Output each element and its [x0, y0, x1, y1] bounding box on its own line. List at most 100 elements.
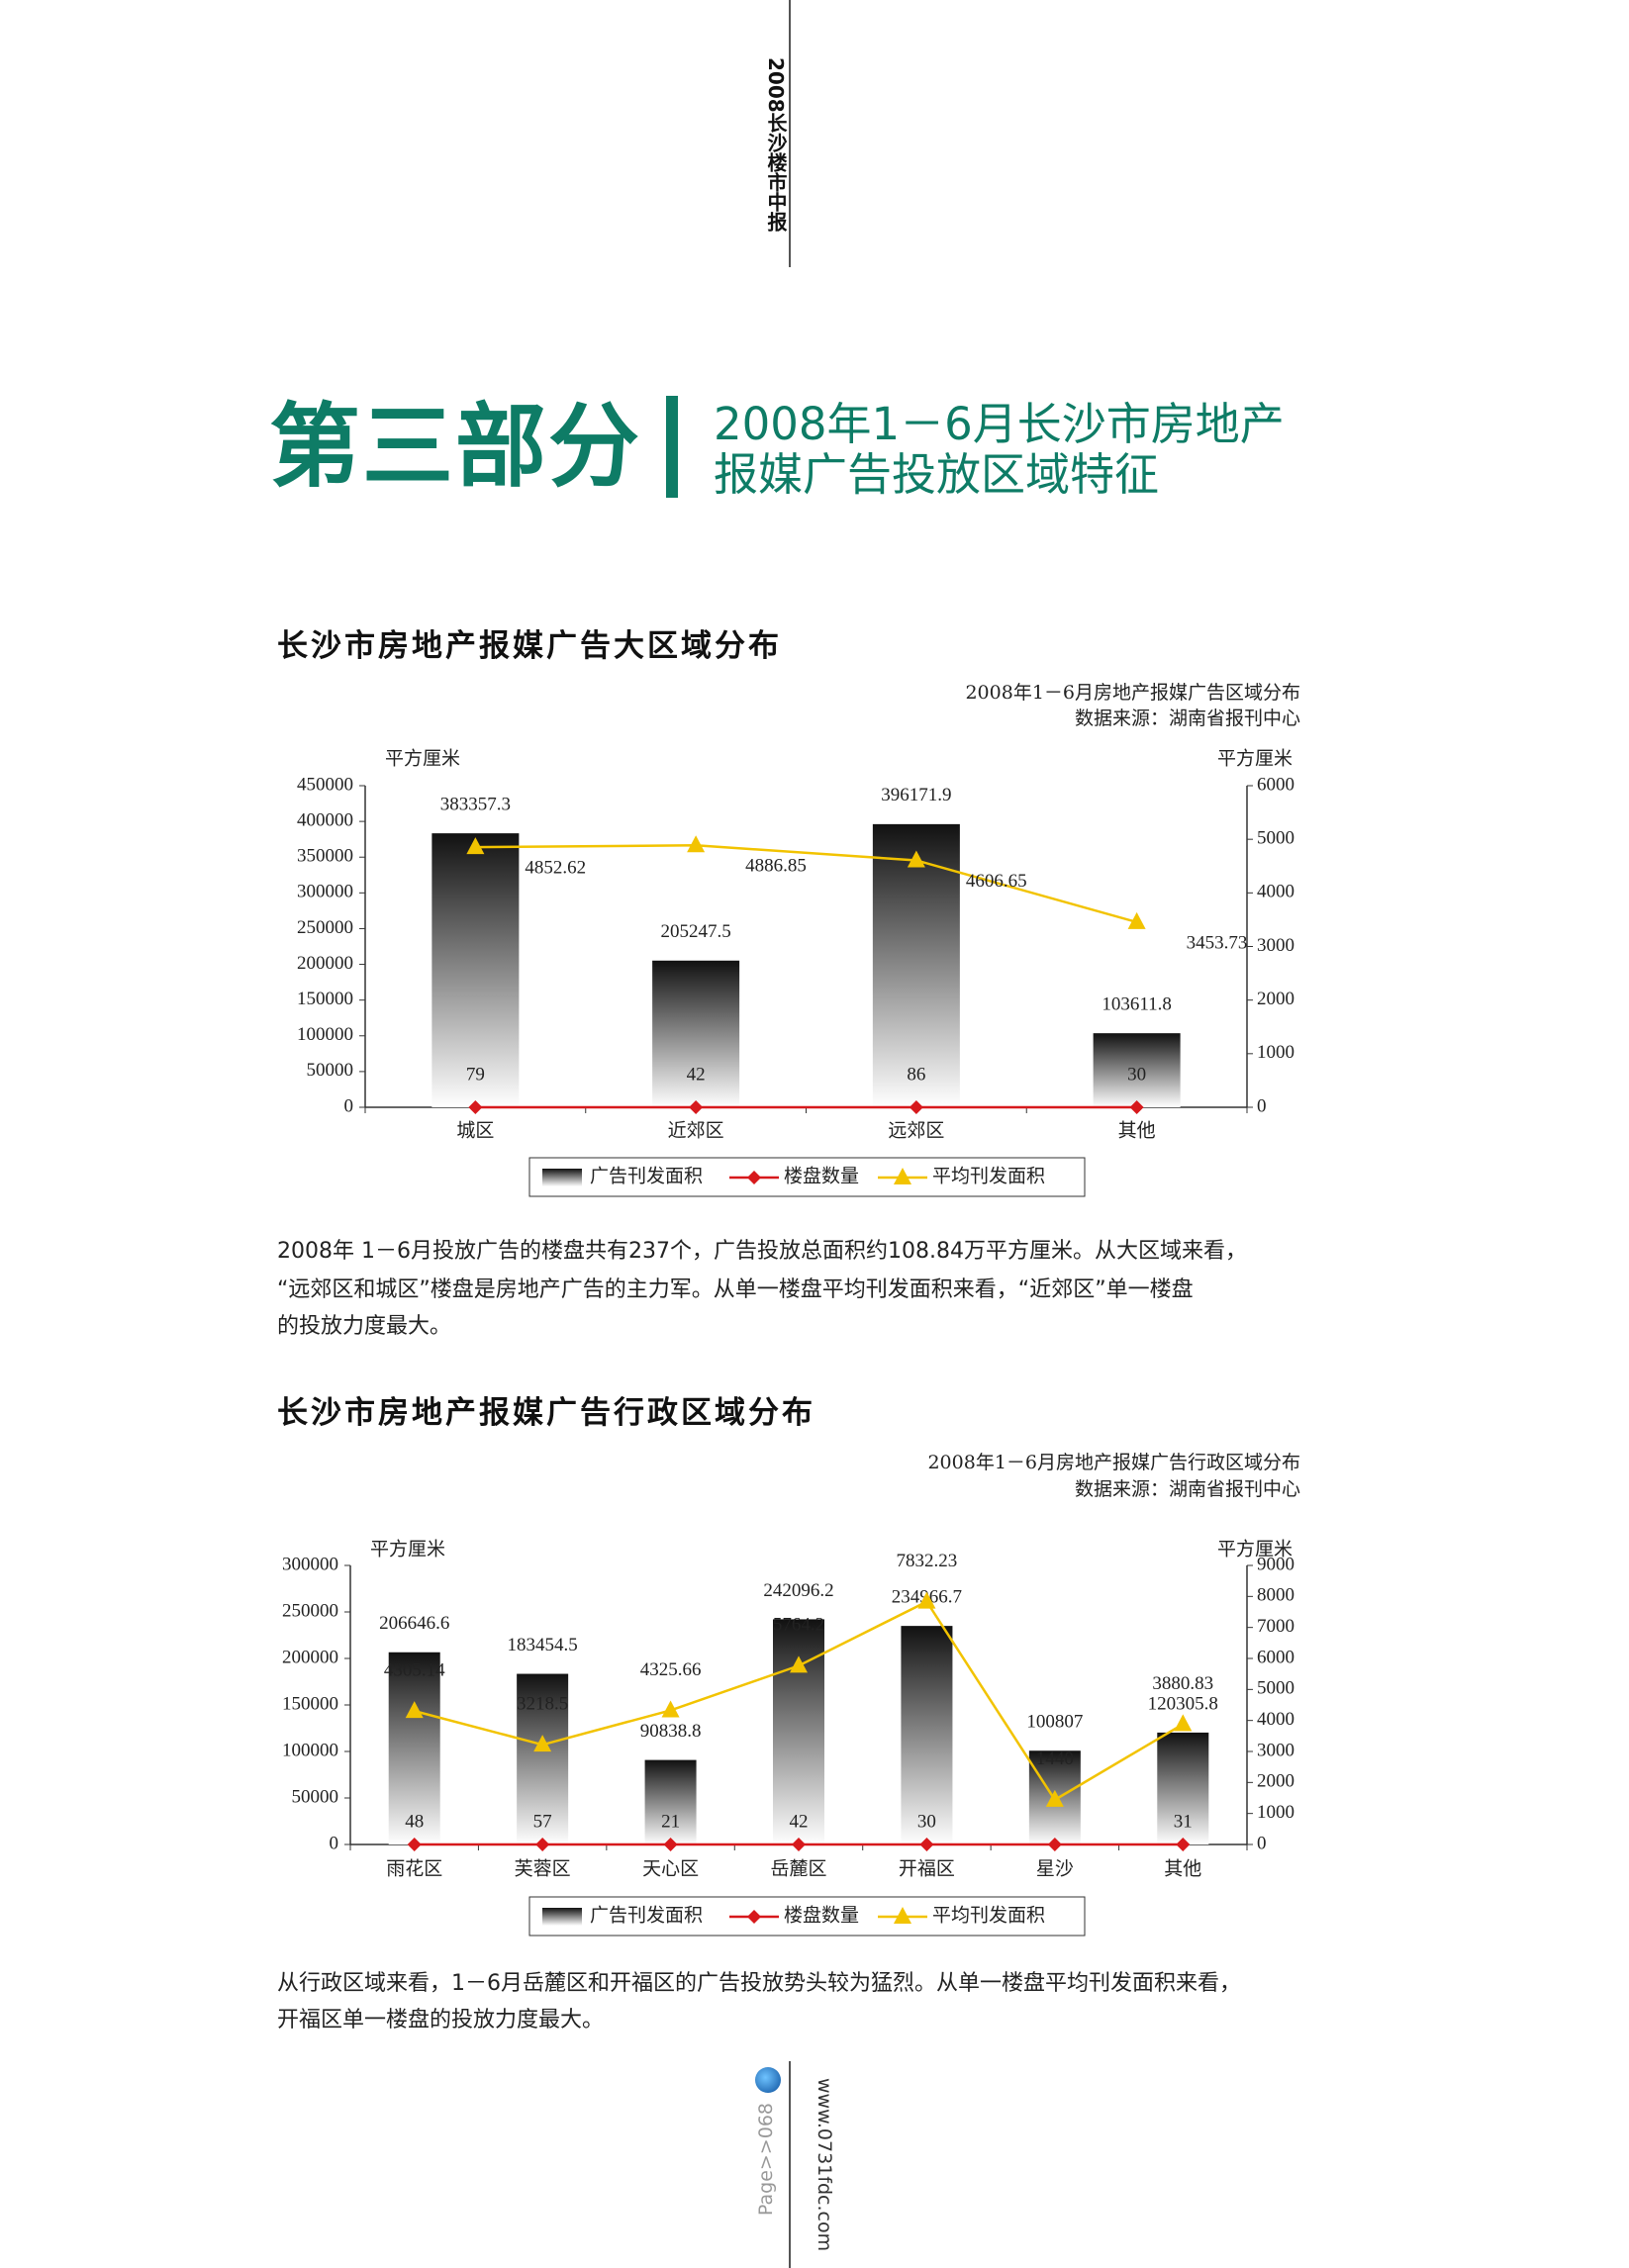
y2-tick-label: 0	[1257, 1095, 1267, 1116]
bar	[644, 1759, 697, 1844]
y-tick-label: 150000	[297, 989, 353, 1009]
series-line	[475, 844, 1137, 924]
y-tick-label: 100000	[282, 1740, 338, 1760]
y2-tick-label: 9000	[1257, 1554, 1294, 1574]
point-marker	[792, 1837, 806, 1851]
point-marker	[689, 1099, 704, 1114]
x-tick-label: 星沙	[1036, 1858, 1074, 1879]
bar-value-label: 183454.5	[508, 1635, 578, 1655]
section-heading: 长沙市房地产报媒广告大区域分布	[277, 628, 782, 664]
point-marker	[466, 837, 485, 855]
point-marker	[1174, 1714, 1193, 1732]
y2-tick-label: 5000	[1257, 828, 1294, 849]
y-axis-label: 平方厘米	[385, 747, 460, 769]
y-tick-label: 50000	[292, 1786, 339, 1807]
y-tick-label: 300000	[282, 1554, 338, 1574]
rule-top	[789, 0, 791, 267]
y-tick-label: 0	[344, 1095, 354, 1116]
legend-label: 广告刊发面积	[590, 1904, 703, 1926]
legend-label: 平均刊发面积	[932, 1165, 1045, 1186]
point-value-label: 31	[1174, 1811, 1193, 1832]
point-marker	[747, 1171, 761, 1184]
bar-value-label: 206646.6	[379, 1613, 449, 1634]
rule-bottom	[789, 2061, 791, 2268]
point-value-label: 21	[661, 1811, 680, 1832]
bar-value-label: 205247.5	[661, 921, 731, 942]
y-tick-label: 200000	[282, 1647, 338, 1667]
point-value-label: 42	[687, 1064, 706, 1085]
bar	[1157, 1732, 1209, 1844]
point-marker	[405, 1701, 424, 1719]
point-value-label: 1440	[1036, 1748, 1074, 1769]
point-marker	[894, 1907, 911, 1924]
point-marker	[919, 1837, 934, 1851]
point-marker	[1047, 1837, 1062, 1851]
point-marker	[661, 1700, 680, 1718]
y-tick-label: 200000	[297, 953, 353, 974]
point-marker	[747, 1910, 761, 1924]
paragraph-line: 2008年 1－6月投放广告的楼盘共有237个，广告投放总面积约108.84万平…	[277, 1239, 1247, 1264]
bar-value-label: 242096.2	[763, 1580, 833, 1601]
point-marker	[894, 1168, 911, 1184]
point-value-label: 3453.73	[1187, 932, 1248, 953]
y2-tick-label: 6000	[1257, 1647, 1294, 1667]
bar	[431, 833, 520, 1107]
y2-axis-label: 平方厘米	[1217, 1538, 1293, 1559]
point-value-label: 4886.85	[745, 856, 807, 877]
point-marker	[407, 1837, 422, 1851]
y2-tick-label: 5000	[1257, 1678, 1294, 1699]
bar	[901, 1626, 953, 1844]
legend-swatch	[542, 1908, 582, 1926]
y-tick-label: 250000	[297, 917, 353, 938]
bar	[872, 823, 960, 1107]
point-value-label: 30	[917, 1811, 936, 1832]
chart-source: 数据来源：湖南省报刊中心	[1074, 1478, 1300, 1500]
x-tick-label: 天心区	[642, 1858, 699, 1879]
point-marker	[1045, 1789, 1064, 1807]
point-marker	[468, 1099, 483, 1114]
side-label: 2008长沙楼市中报	[764, 57, 788, 232]
y-axis-label: 平方厘米	[370, 1538, 445, 1559]
point-value-label: 57	[533, 1811, 552, 1832]
point-marker	[1129, 1099, 1144, 1114]
point-marker	[917, 1591, 936, 1609]
y-tick-label: 150000	[282, 1693, 338, 1714]
bar-value-label: 90838.8	[640, 1721, 702, 1742]
point-value-label: 3880.83	[1152, 1673, 1213, 1694]
point-marker	[1176, 1837, 1191, 1851]
point-value-label: 4305.14	[384, 1659, 445, 1680]
bar-value-label: 383357.3	[440, 794, 511, 814]
y2-axis-label: 平方厘米	[1217, 747, 1293, 769]
chart-title: 2008年1－6月房地产报媒广告区域分布	[965, 682, 1300, 704]
paragraph-line: “远郊区和城区”楼盘是房地产广告的主力军。从单一楼盘平均刊发面积来看，“近郊区”…	[277, 1277, 1194, 1302]
x-tick-label: 城区	[456, 1119, 494, 1141]
point-marker	[535, 1837, 550, 1851]
chart-source: 数据来源：湖南省报刊中心	[1074, 708, 1300, 729]
x-tick-label: 远郊区	[888, 1119, 944, 1141]
y2-tick-label: 8000	[1257, 1585, 1294, 1606]
y-tick-label: 350000	[297, 846, 353, 867]
y2-tick-label: 3000	[1257, 935, 1294, 956]
paragraph-line: 的投放力度最大。	[277, 1314, 452, 1339]
title-separator	[666, 396, 678, 498]
point-value-label: 4325.66	[640, 1659, 702, 1680]
bar	[1093, 1033, 1181, 1107]
bar-value-label: 103611.8	[1102, 994, 1172, 1015]
point-value-label: 79	[466, 1064, 485, 1085]
point-marker	[533, 1735, 552, 1752]
point-value-label: 4852.62	[525, 858, 586, 879]
x-tick-label: 雨花区	[386, 1857, 442, 1879]
legend-box	[528, 1157, 1086, 1197]
x-tick-label: 近郊区	[668, 1119, 724, 1141]
y2-tick-label: 2000	[1257, 1771, 1294, 1792]
y2-tick-label: 2000	[1257, 989, 1294, 1009]
legend-label: 广告刊发面积	[590, 1165, 703, 1186]
legend-label: 楼盘数量	[784, 1904, 859, 1926]
point-value-label: 7832.23	[897, 1551, 958, 1571]
legend-label: 平均刊发面积	[932, 1904, 1045, 1926]
point-value-label: 3218.5	[517, 1694, 568, 1715]
y-tick-label: 50000	[307, 1060, 354, 1081]
bar-value-label: 120305.8	[1148, 1693, 1218, 1714]
point-marker	[907, 850, 925, 868]
